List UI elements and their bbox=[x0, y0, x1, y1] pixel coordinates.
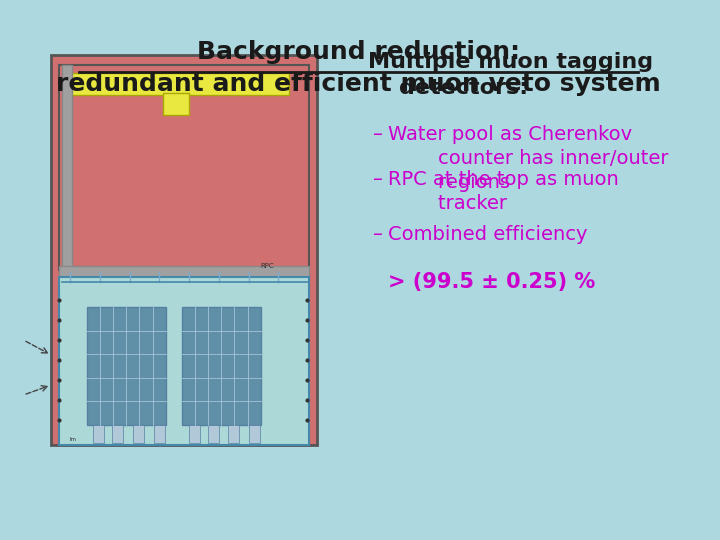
Text: –: – bbox=[372, 125, 382, 144]
Bar bbox=[133, 425, 145, 443]
Text: Water pool as Cherenkov
        counter has inner/outer
        regions: Water pool as Cherenkov counter has inne… bbox=[388, 125, 669, 192]
Bar bbox=[181, 307, 261, 425]
Text: –: – bbox=[372, 170, 382, 189]
Bar bbox=[248, 425, 260, 443]
Bar bbox=[153, 425, 165, 443]
Text: RPC at the top as muon
        tracker: RPC at the top as muon tracker bbox=[388, 170, 619, 213]
Text: > (99.5 ± 0.25) %: > (99.5 ± 0.25) % bbox=[388, 272, 595, 292]
Bar bbox=[163, 93, 189, 115]
Text: –: – bbox=[372, 225, 382, 244]
Text: RPC: RPC bbox=[261, 263, 274, 269]
Bar bbox=[66, 73, 289, 95]
Bar bbox=[59, 277, 309, 445]
Bar bbox=[59, 65, 309, 270]
Bar bbox=[189, 425, 200, 443]
Text: Multiple muon tagging
    detectors:: Multiple muon tagging detectors: bbox=[368, 52, 653, 98]
Bar bbox=[51, 55, 317, 445]
Bar bbox=[207, 425, 219, 443]
Bar bbox=[93, 425, 104, 443]
Text: lm: lm bbox=[70, 437, 77, 442]
Bar bbox=[112, 425, 123, 443]
Text: Combined efficiency: Combined efficiency bbox=[388, 225, 588, 244]
Bar bbox=[59, 266, 309, 278]
Bar bbox=[63, 65, 72, 270]
Bar bbox=[86, 307, 166, 425]
Text: Background reduction:
redundant and efficient muon veto system: Background reduction: redundant and effi… bbox=[56, 40, 661, 96]
Bar bbox=[228, 425, 239, 443]
